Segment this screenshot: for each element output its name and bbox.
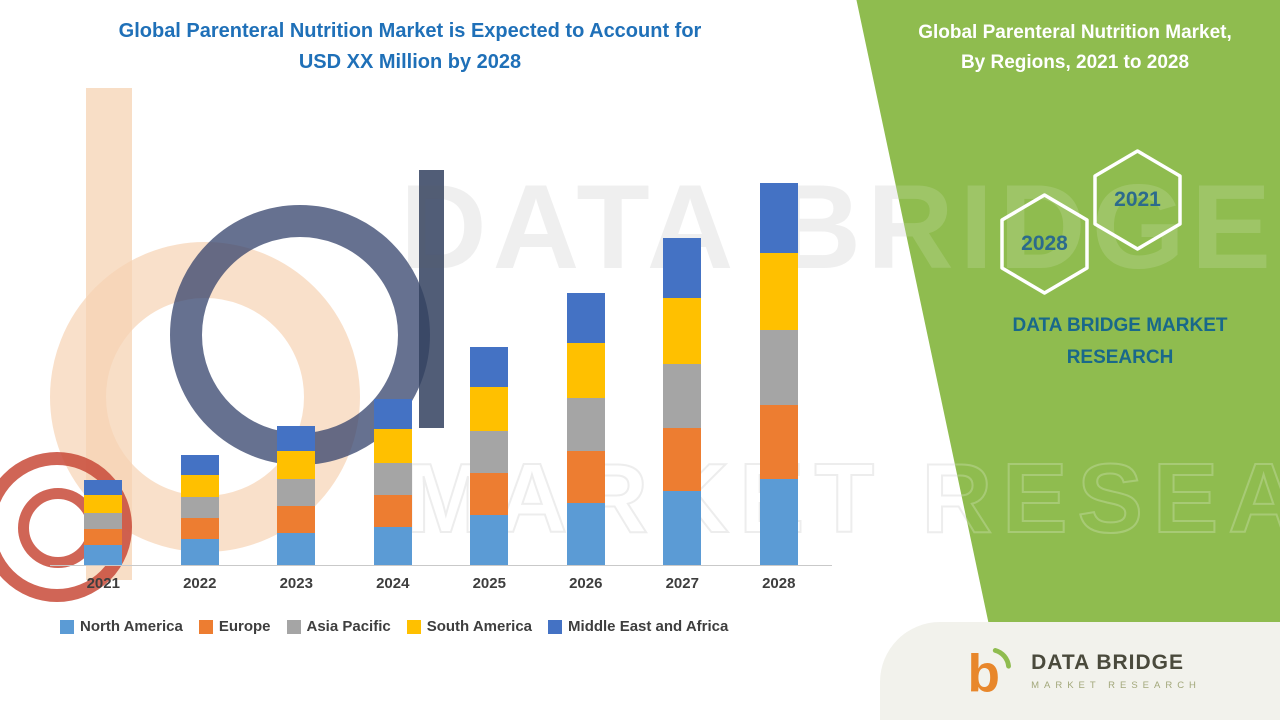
bar-segment-north-america	[663, 491, 702, 565]
bar-segment-asia-pacific	[373, 463, 412, 495]
bar-segment-middle-east-and-africa	[84, 480, 123, 495]
legend-swatch	[548, 619, 563, 634]
bar-segment-south-america	[663, 298, 702, 364]
hexagon-outline-icon	[1093, 149, 1182, 251]
x-axis-label: 2024	[376, 575, 410, 592]
brand-line2: RESEARCH	[1066, 347, 1174, 369]
bar-segment-north-america	[759, 479, 798, 565]
chart-title: Global Parenteral Nutrition Market is Ex…	[65, 16, 755, 78]
bar-2026	[566, 293, 605, 565]
chart-title-line1: Global Parenteral Nutrition Market is Ex…	[118, 20, 702, 42]
bar-segment-middle-east-and-africa	[373, 399, 412, 429]
side-panel: DATA BRIDGE MARKET RESEARCH Global Paren…	[856, 0, 1280, 720]
legend-swatch	[198, 619, 213, 634]
x-axis-labels: 2021 2022 2023 2024 2025 2026 2027 2028	[55, 575, 827, 592]
legend-label: Middle East and Africa	[568, 618, 729, 635]
bar-2025	[470, 347, 509, 565]
footer-logo-area: b DATA BRIDGE MARKET RESEARCH	[880, 622, 1280, 720]
side-panel-title: Global Parenteral Nutrition Market, By R…	[890, 18, 1260, 79]
legend-label: South America	[426, 618, 533, 635]
bar-2028	[759, 183, 798, 565]
bar-segment-asia-pacific	[470, 431, 509, 473]
bar-2021	[84, 480, 123, 565]
bar-segment-europe	[277, 506, 316, 533]
year-badge-2021: 2021	[1090, 148, 1185, 252]
side-panel-brand: DATA BRIDGE MARKET RESEARCH	[970, 310, 1270, 375]
bar-segment-middle-east-and-africa	[759, 183, 798, 253]
bar-chart	[55, 175, 827, 565]
bar-segment-asia-pacific	[566, 398, 605, 451]
chart-title-line2: USD XX Million by 2028	[298, 51, 522, 73]
bar-segment-north-america	[84, 545, 123, 565]
side-panel-title-line2: By Regions, 2021 to 2028	[960, 52, 1190, 74]
x-axis-label: 2026	[569, 575, 603, 592]
bar-2024	[373, 399, 412, 565]
legend-item-asia-pacific: Asia Pacific	[286, 618, 391, 635]
footer-brand-tagline: MARKET RESEARCH	[1031, 680, 1201, 691]
bar-segment-europe	[180, 518, 219, 539]
chart-legend: North America Europe Asia Pacific South Ame…	[60, 618, 728, 635]
bar-segment-north-america	[180, 539, 219, 565]
x-axis-label: 2022	[183, 575, 217, 592]
legend-item-europe: Europe	[198, 618, 271, 635]
bar-segment-europe	[84, 529, 123, 545]
bar-segment-south-america	[470, 387, 509, 431]
x-axis-line	[50, 565, 832, 566]
side-panel-title-line1: Global Parenteral Nutrition Market,	[918, 22, 1232, 43]
bar-segment-asia-pacific	[277, 479, 316, 506]
legend-label: Asia Pacific	[306, 618, 391, 635]
bar-segment-north-america	[566, 503, 605, 565]
bar-segment-asia-pacific	[759, 330, 798, 405]
x-axis-label: 2021	[86, 575, 120, 592]
legend-swatch	[60, 619, 74, 634]
data-bridge-logo-icon: b	[968, 645, 1012, 700]
brand-line1: DATA BRIDGE MARKET	[1012, 315, 1228, 336]
bar-2023	[277, 426, 316, 565]
bar-segment-middle-east-and-africa	[566, 293, 605, 343]
legend-item-south-america: South America	[406, 618, 533, 635]
year-badge-2028: 2028	[997, 192, 1092, 296]
x-axis-label: 2025	[472, 575, 506, 592]
hexagon-outline-icon	[1000, 193, 1089, 295]
bar-segment-south-america	[759, 253, 798, 330]
x-axis-label: 2027	[665, 575, 699, 592]
legend-label: Europe	[218, 618, 271, 635]
bar-segment-asia-pacific	[84, 513, 123, 529]
bar-segment-south-america	[373, 429, 412, 463]
bar-segment-europe	[759, 405, 798, 479]
bar-segment-middle-east-and-africa	[180, 455, 219, 475]
bar-segment-north-america	[277, 533, 316, 565]
footer-logo-text: DATA BRIDGE MARKET RESEARCH	[1031, 651, 1201, 691]
year-badge-label: 2028	[1021, 232, 1068, 255]
bar-segment-south-america	[566, 343, 605, 398]
bar-segment-europe	[663, 428, 702, 491]
bar-segment-middle-east-and-africa	[277, 426, 316, 451]
bar-segment-europe	[566, 451, 605, 503]
svg-text:b: b	[968, 645, 1000, 700]
legend-swatch	[286, 619, 301, 634]
panel-watermark-text: MARKET RESEARCH	[856, 442, 1280, 554]
bar-segment-middle-east-and-africa	[663, 238, 702, 298]
bar-segment-south-america	[277, 451, 316, 479]
bar-segment-europe	[373, 495, 412, 527]
bar-2022	[180, 455, 219, 565]
x-axis-label: 2023	[279, 575, 313, 592]
bar-segment-north-america	[373, 527, 412, 565]
bar-segment-south-america	[84, 495, 123, 513]
footer-brand-name: DATA BRIDGE	[1031, 651, 1185, 674]
bar-segment-south-america	[180, 475, 219, 497]
year-badge-label: 2021	[1114, 188, 1161, 211]
bar-segment-europe	[470, 473, 509, 515]
x-axis-label: 2028	[762, 575, 796, 592]
legend-item-north-america: North America	[60, 618, 183, 635]
legend-swatch	[406, 619, 421, 634]
bar-segment-asia-pacific	[663, 364, 702, 428]
bar-segment-middle-east-and-africa	[470, 347, 509, 387]
legend-label: North America	[80, 618, 183, 635]
legend-item-middle-east-and-africa: Middle East and Africa	[548, 618, 728, 635]
bar-segment-asia-pacific	[180, 497, 219, 518]
bar-segment-north-america	[470, 515, 509, 565]
bar-2027	[663, 238, 702, 565]
